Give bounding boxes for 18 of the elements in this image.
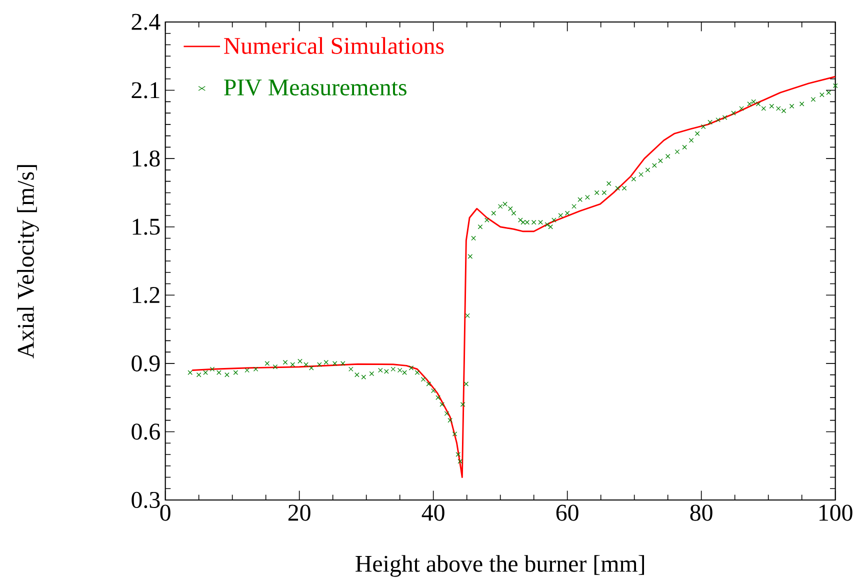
- y-tick-label: 2.4: [132, 14, 160, 30]
- legend-label: Numerical Simulations: [224, 37, 444, 54]
- x-tick-label: 60: [556, 504, 578, 521]
- x-tick-label: 20: [288, 504, 310, 521]
- y-tick-label: 0.6: [132, 424, 160, 440]
- x-tick-label: 40: [422, 504, 444, 521]
- y-tick-label: 0.9: [132, 355, 160, 372]
- x-tick-label: 0: [160, 504, 170, 521]
- y-tick-label: 1.8: [132, 150, 160, 167]
- y-tick-label: 0.3: [132, 492, 160, 508]
- x-tick-label: 80: [690, 504, 712, 521]
- y-tick-label: 2.1: [132, 82, 160, 98]
- x-axis-title: Height above the burner [mm]: [356, 555, 644, 577]
- legend-label: PIV Measurements: [224, 80, 406, 96]
- y-tick-label: 1.5: [132, 218, 160, 235]
- y-tick-label: 1.2: [132, 287, 160, 304]
- x-tick-label: 100: [820, 504, 852, 521]
- y-axis-title: Axial Velocity [m/s]: [17, 165, 39, 358]
